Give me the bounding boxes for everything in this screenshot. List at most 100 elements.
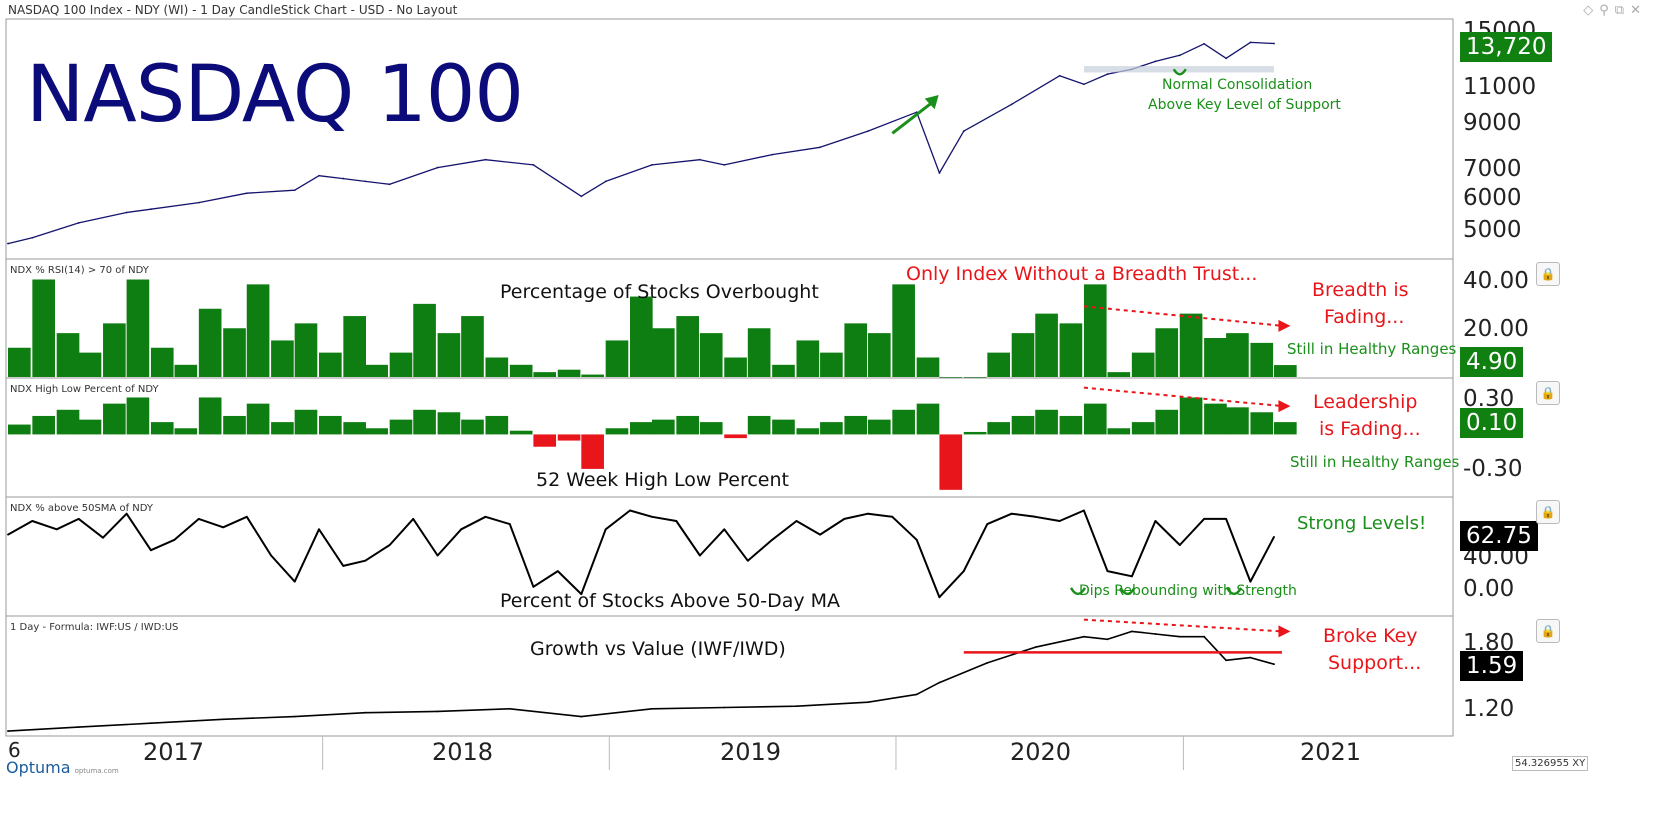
sma-line-point — [746, 559, 749, 562]
rsi-bar — [1107, 372, 1131, 377]
window-controls[interactable]: ◇⚲⧉✕ — [1583, 2, 1647, 18]
highlow-bar — [1226, 407, 1249, 435]
highlow-bar — [1059, 415, 1083, 435]
growth-line-point — [364, 711, 367, 714]
growth-line-point — [580, 715, 583, 718]
highlow-bar — [150, 422, 174, 435]
rsi-bar — [56, 333, 80, 377]
sma-line-point — [891, 515, 894, 518]
highlow-bar — [987, 422, 1010, 435]
breadth-trust-note: Only Index Without a Breadth Trust... — [906, 263, 1258, 285]
highlow-bar — [1204, 403, 1227, 435]
rsi-bar — [581, 374, 604, 377]
highlow-bar — [916, 403, 940, 435]
highlow-bar — [1035, 409, 1058, 435]
sma-line-point — [484, 515, 487, 518]
highlow-bar — [676, 415, 699, 435]
highlow-bar — [294, 409, 318, 435]
rsi-last-value-badge: 4.90 — [1460, 347, 1524, 377]
growth-trend-arrow-head — [1278, 625, 1291, 638]
lock-icon[interactable]: 🔒 — [1536, 619, 1560, 643]
sma-line-point — [1083, 509, 1085, 512]
sma-line-point — [125, 512, 128, 515]
x-axis-partial-label: 6 — [8, 738, 21, 762]
highlow-bar — [8, 424, 31, 435]
rsi-bar — [844, 323, 868, 377]
sma-line-point — [508, 523, 511, 526]
lock-icon[interactable]: 🔒 — [1536, 500, 1560, 524]
growth-line-point — [1154, 633, 1157, 635]
optuma-logo[interactable]: Optuma optuma.com — [6, 758, 119, 777]
highlow-bar — [271, 422, 294, 435]
highlow-bar — [581, 434, 604, 469]
growth-line-point — [723, 706, 726, 709]
rsi-bar — [867, 333, 891, 377]
sma-line-point — [388, 544, 391, 546]
sma-line-point — [986, 523, 989, 526]
highlow-bar — [437, 412, 461, 435]
sma-line-point — [962, 570, 965, 573]
growth-line-point — [436, 710, 439, 713]
sma-line-point — [1178, 544, 1181, 546]
price-line-point — [318, 174, 320, 177]
rsi-bar — [509, 364, 533, 377]
price-line-point — [1249, 41, 1252, 44]
xy-toggle[interactable]: XY — [1572, 758, 1586, 769]
rsi-bar — [174, 364, 198, 377]
highlow-bar — [699, 422, 723, 435]
restore-icon[interactable]: ⧉ — [1614, 2, 1631, 17]
rsi-bar — [1035, 313, 1058, 377]
sma-line-point — [629, 509, 631, 512]
highlow-bar — [796, 428, 820, 435]
growth-line-point — [150, 722, 152, 725]
highlow-bar — [1107, 428, 1131, 435]
growth-line-point — [651, 707, 653, 710]
price-line-point — [1225, 57, 1227, 60]
rsi-bar — [126, 279, 150, 377]
price-line-point — [364, 180, 367, 183]
pin-icon[interactable]: ⚲ — [1599, 2, 1615, 17]
rsi-bar — [32, 279, 55, 377]
highlow-bar — [747, 415, 771, 435]
lock-icon[interactable]: 🔒 — [1536, 262, 1560, 286]
growth-line-point — [1249, 656, 1252, 659]
highlow-bar — [892, 409, 915, 435]
rsi-bar — [1274, 365, 1297, 377]
lock-icon[interactable]: 🔒 — [1536, 381, 1560, 405]
highlow-last-value-badge: 0.10 — [1460, 408, 1524, 438]
sma-line-point — [1106, 570, 1109, 573]
highlow-bar — [963, 431, 987, 435]
growth-line-point — [7, 730, 9, 732]
dip-smile — [1069, 587, 1087, 596]
sma-line-point — [318, 528, 320, 531]
highlow-tick: -0.30 — [1463, 456, 1523, 482]
price-line-point — [31, 236, 34, 239]
diamond-icon[interactable]: ◇ — [1583, 2, 1600, 17]
rsi-bar — [724, 357, 747, 377]
growth-line-point — [1273, 663, 1275, 666]
consolidation-note-1: Normal Consolidation — [1162, 77, 1313, 93]
price-tick: 7000 — [1463, 156, 1522, 182]
rsi-bar — [630, 296, 653, 377]
sma-line-point — [270, 554, 272, 557]
rsi-bar — [987, 352, 1010, 377]
rsi-bar — [533, 372, 557, 377]
sma-line-point — [436, 554, 439, 557]
dip-smile — [1119, 587, 1136, 596]
price-line-point — [962, 130, 965, 133]
rsi-trend-arrow-head — [1278, 319, 1291, 332]
price-line-point — [293, 189, 296, 192]
rsi-bar — [1250, 342, 1274, 377]
broke-support-line1: Broke Key — [1323, 625, 1418, 647]
dip-smile — [1226, 587, 1243, 596]
logo-text: Optuma — [6, 758, 71, 777]
price-line-point — [938, 172, 941, 174]
sma-line-point — [1130, 575, 1133, 578]
close-icon[interactable]: ✕ — [1630, 2, 1647, 17]
rsi-bar — [963, 377, 987, 378]
price-line-point — [819, 146, 821, 149]
sma-line-point — [293, 580, 296, 583]
highlow-bar — [389, 419, 413, 435]
highlow-bar — [605, 428, 629, 435]
